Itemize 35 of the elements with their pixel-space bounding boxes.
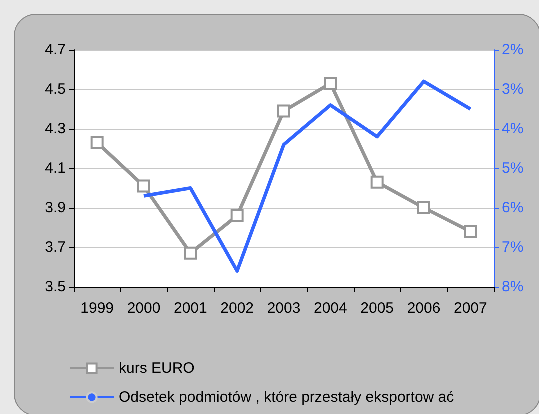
point [138, 180, 150, 193]
x-tick-label: 2006 [407, 300, 441, 317]
y-tick-label: 3.7 [45, 239, 66, 256]
y2-tick-label: 8% [502, 278, 524, 296]
x-tick-label: 2002 [220, 300, 254, 317]
point [184, 246, 198, 260]
point [278, 104, 290, 118]
point [324, 77, 338, 90]
y2-tick-label: 2% [502, 42, 524, 58]
legend-label: kurs EURO [119, 360, 195, 377]
y2-tick-label: 5% [502, 160, 524, 177]
x-tick-label: 2005 [360, 300, 394, 317]
point [370, 176, 384, 189]
legend-label: Odsetek podmiotów , które przestały eksportow ać [119, 389, 455, 406]
x-tick-label: 2001 [174, 300, 208, 317]
y2-tick-label: 3% [502, 81, 524, 98]
y-tick-label: 4.1 [45, 160, 66, 177]
y2-tick-label: 7% [502, 239, 524, 256]
y-tick-label: 4.3 [45, 120, 66, 138]
point [90, 136, 104, 150]
x-tick-label: 2004 [314, 300, 348, 317]
point [230, 209, 244, 222]
y-tick-label: 4.7 [45, 42, 66, 58]
x-tick-label: 2000 [127, 300, 161, 317]
y-tick-label: 3.9 [45, 200, 66, 216]
y-tick-label: 4.5 [45, 81, 66, 98]
point [464, 225, 478, 238]
y2-tick-label: 4% [502, 120, 524, 138]
line-series [142, 80, 472, 273]
y2-tick-label: 6% [502, 200, 524, 216]
x-tick-label: 2003 [267, 300, 301, 317]
y-tick-label: 3.5 [45, 278, 66, 296]
x-tick-label: 1999 [80, 300, 114, 317]
point [418, 202, 430, 214]
x-tick-label: 2007 [454, 300, 488, 317]
